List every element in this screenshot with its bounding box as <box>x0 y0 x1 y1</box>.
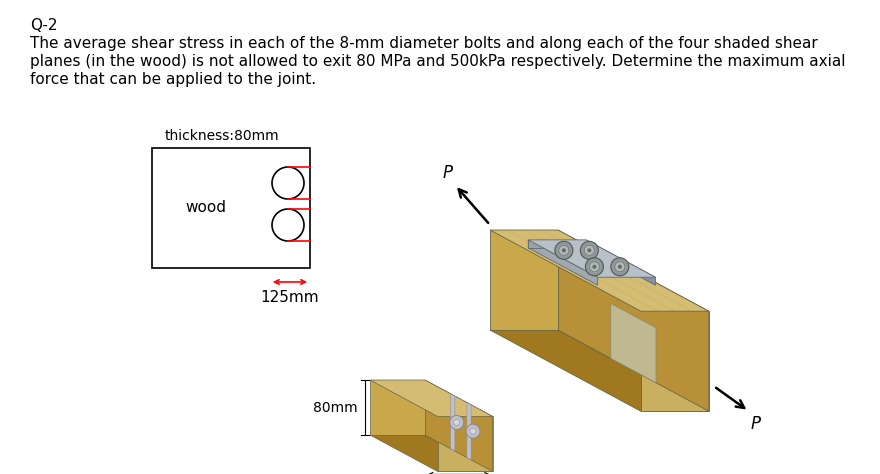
Text: P: P <box>443 164 453 182</box>
Circle shape <box>470 428 476 434</box>
Polygon shape <box>490 230 708 311</box>
Circle shape <box>615 262 625 272</box>
Text: 80mm: 80mm <box>313 401 358 414</box>
Circle shape <box>559 246 568 255</box>
Polygon shape <box>528 240 586 248</box>
Circle shape <box>585 258 604 276</box>
Circle shape <box>555 241 573 259</box>
Circle shape <box>450 415 464 429</box>
Circle shape <box>587 248 591 252</box>
Polygon shape <box>467 402 471 460</box>
Circle shape <box>466 424 480 438</box>
Circle shape <box>562 248 566 252</box>
Polygon shape <box>467 402 480 410</box>
Text: Q-2: Q-2 <box>30 18 57 33</box>
Polygon shape <box>451 394 464 401</box>
Polygon shape <box>451 394 455 451</box>
Polygon shape <box>425 380 493 472</box>
Polygon shape <box>586 240 656 285</box>
Polygon shape <box>437 416 493 472</box>
Circle shape <box>618 265 622 269</box>
Text: P: P <box>751 415 761 433</box>
Circle shape <box>454 419 459 426</box>
Polygon shape <box>611 303 656 383</box>
Polygon shape <box>370 380 493 416</box>
Circle shape <box>592 265 597 269</box>
Circle shape <box>584 246 594 255</box>
Polygon shape <box>370 380 425 435</box>
Text: wood: wood <box>185 201 226 216</box>
Circle shape <box>611 258 629 276</box>
Text: The average shear stress in each of the 8-mm diameter bolts and along each of th: The average shear stress in each of the … <box>30 36 818 51</box>
Polygon shape <box>490 330 708 411</box>
Text: planes (in the wood) is not allowed to exit 80 MPa and 500kPa respectively. Dete: planes (in the wood) is not allowed to e… <box>30 54 846 69</box>
Text: thickness:80mm: thickness:80mm <box>165 129 279 143</box>
Circle shape <box>580 241 598 259</box>
Polygon shape <box>490 230 558 330</box>
Text: force that can be applied to the joint.: force that can be applied to the joint. <box>30 72 316 87</box>
Text: 125mm: 125mm <box>260 290 319 305</box>
Polygon shape <box>528 240 656 277</box>
Polygon shape <box>528 240 598 285</box>
Polygon shape <box>370 435 493 472</box>
Polygon shape <box>641 311 708 411</box>
Bar <box>152 148 310 268</box>
Circle shape <box>590 262 599 272</box>
Polygon shape <box>558 230 708 411</box>
